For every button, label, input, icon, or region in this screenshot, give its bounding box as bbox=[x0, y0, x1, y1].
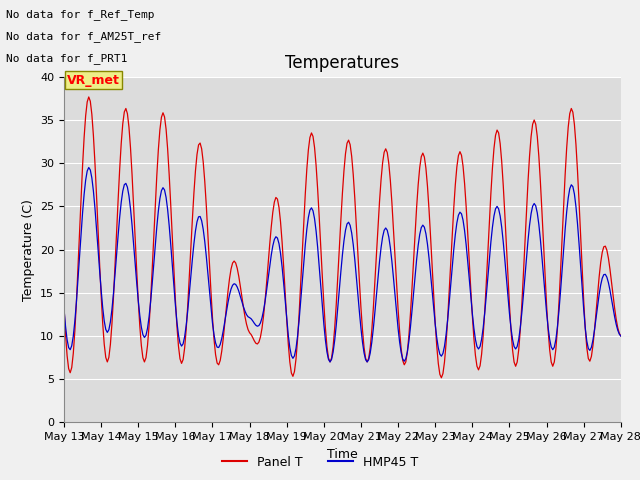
Text: No data for f_Ref_Temp: No data for f_Ref_Temp bbox=[6, 9, 155, 20]
X-axis label: Time: Time bbox=[327, 448, 358, 461]
Text: No data for f_AM25T_ref: No data for f_AM25T_ref bbox=[6, 31, 162, 42]
Title: Temperatures: Temperatures bbox=[285, 54, 399, 72]
Text: No data for f_PRT1: No data for f_PRT1 bbox=[6, 53, 128, 64]
Legend: Panel T, HMP45 T: Panel T, HMP45 T bbox=[217, 451, 423, 474]
Y-axis label: Temperature (C): Temperature (C) bbox=[22, 199, 35, 300]
Text: VR_met: VR_met bbox=[67, 74, 120, 87]
